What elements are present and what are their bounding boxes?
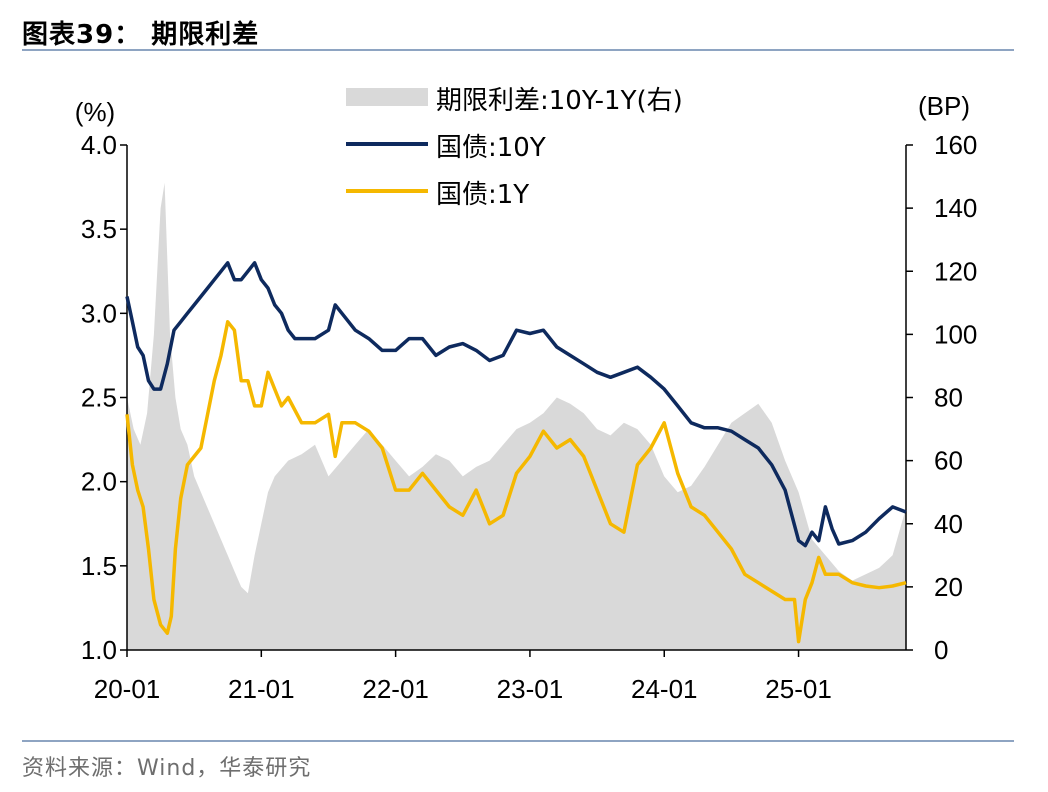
legend-label-10y: 国债:10Y [436, 133, 546, 163]
spread-area [127, 182, 906, 650]
top-divider [22, 49, 1014, 51]
right-tick-label: 0 [934, 635, 948, 665]
right-tick-label: 40 [934, 509, 963, 539]
left-tick-label: 4.0 [81, 130, 117, 160]
right-tick-label: 140 [934, 193, 977, 223]
figure-title: 图表39： 期限利差 [22, 20, 260, 50]
right-axis-unit: (BP) [918, 91, 970, 121]
right-tick-label: 20 [934, 572, 963, 602]
line-layer [125, 261, 907, 644]
left-tick-label: 2.0 [81, 467, 117, 497]
left-tick-label: 3.5 [81, 214, 117, 244]
x-tick-label: 25-01 [765, 674, 832, 704]
right-tick-label: 100 [934, 319, 977, 349]
x-tick-label: 20-01 [94, 674, 161, 704]
left-tick-label: 1.5 [81, 551, 117, 581]
right-tick-label: 120 [934, 256, 977, 286]
treasury-10y-line [125, 261, 907, 548]
legend-swatch-spread [346, 88, 428, 106]
left-tick-label: 3.0 [81, 298, 117, 328]
left-tick-label: 2.5 [81, 383, 117, 413]
legend-label-spread: 期限利差:10Y-1Y(右) [436, 86, 683, 116]
x-tick-label: 24-01 [631, 674, 698, 704]
treasury-1y-line [125, 320, 907, 644]
bottom-divider [22, 740, 1014, 742]
label-layer: 1.0 1.5 2.0 2.5 3.0 3.5 4.0 0 20 40 60 80 100 120 140 1… [75, 91, 978, 704]
x-tick-label: 21-01 [228, 674, 295, 704]
source-note: 资料来源：Wind，华泰研究 [22, 756, 312, 781]
left-tick-label: 1.0 [81, 635, 117, 665]
area-layer [127, 182, 906, 650]
right-tick-label: 80 [934, 383, 963, 413]
right-tick-label: 160 [934, 130, 977, 160]
legend: 期限利差:10Y-1Y(右) 国债:10Y 国债:1Y [346, 86, 683, 210]
x-tick-label: 23-01 [497, 674, 564, 704]
right-tick-label: 60 [934, 446, 963, 476]
legend-label-1y: 国债:1Y [436, 180, 529, 210]
axes-layer [120, 144, 913, 657]
x-tick-label: 22-01 [362, 674, 429, 704]
left-axis-unit: (%) [75, 97, 115, 127]
